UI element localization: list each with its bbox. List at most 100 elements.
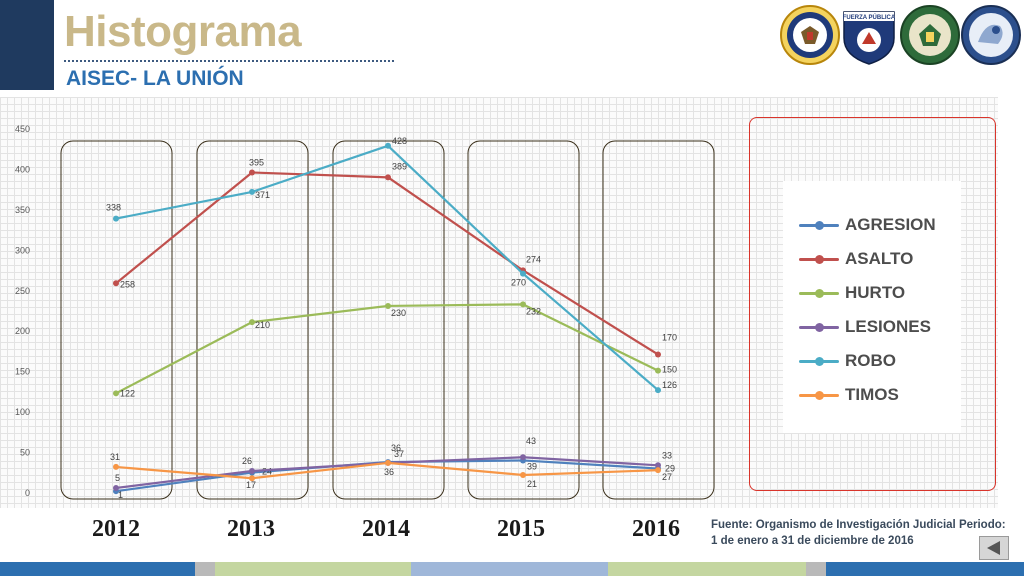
source-line-2: 1 de enero a 31 de diciembre de 2016	[711, 535, 914, 547]
footer-segment	[195, 562, 215, 576]
legend-marker	[815, 255, 824, 264]
y-tick-label: 150	[15, 367, 30, 377]
footer-segment	[826, 562, 1024, 576]
aisec-emblem-icon	[961, 5, 1021, 65]
data-point-robo	[249, 188, 255, 195]
data-point-timos	[249, 475, 255, 482]
data-point-lesiones	[655, 462, 661, 469]
data-point-hurto	[113, 390, 119, 397]
data-label-asalto: 389	[392, 161, 407, 171]
y-tick-label: 300	[15, 245, 30, 255]
back-button[interactable]	[979, 536, 1009, 560]
data-label-agresion: 29	[665, 464, 675, 474]
data-point-hurto	[385, 302, 391, 309]
data-label-robo: 126	[662, 380, 677, 390]
page-subtitle: AISEC- LA UNIÓN	[66, 67, 244, 90]
logo-text: FUERZA PÚBLICA	[843, 14, 896, 21]
year-label-2012: 2012	[92, 516, 140, 542]
data-label-agresion: 24	[262, 467, 272, 477]
legend-marker	[815, 289, 824, 298]
data-point-hurto	[520, 301, 526, 308]
header-accent-bar	[0, 0, 54, 90]
footer-segment	[0, 562, 195, 576]
legend-item-robo: ROBO	[783, 351, 961, 371]
data-label-hurto: 230	[391, 308, 406, 318]
data-label-agresion: 1	[118, 490, 123, 500]
year-label-2013: 2013	[227, 516, 275, 542]
legend-label: HURTO	[845, 283, 906, 302]
data-label-asalto: 395	[249, 157, 264, 167]
data-point-timos	[385, 459, 391, 466]
year-label-2015: 2015	[497, 516, 545, 542]
data-label-hurto: 150	[662, 365, 677, 375]
y-tick-label: 50	[20, 448, 30, 458]
legend-item-hurto: HURTO	[783, 283, 961, 303]
legend-item-timos: TIMOS	[783, 385, 961, 405]
data-point-lesiones	[520, 454, 526, 461]
legend-label: LESIONES	[845, 317, 931, 336]
data-label-lesiones: 5	[115, 473, 120, 483]
legend-item-agresion: AGRESION	[783, 215, 961, 235]
policia-nacional-emblem-icon	[900, 5, 960, 65]
data-label-agresion: 39	[527, 461, 537, 471]
data-point-asalto	[113, 280, 119, 287]
category-frame-2016	[602, 140, 715, 500]
data-label-asalto: 170	[662, 332, 677, 342]
data-label-asalto: 258	[120, 279, 135, 289]
data-point-hurto	[249, 319, 255, 326]
legend-marker	[815, 323, 824, 332]
data-point-timos	[113, 463, 119, 470]
y-tick-label: 250	[15, 286, 30, 296]
y-tick-label: 350	[15, 205, 30, 215]
legend-marker	[815, 357, 824, 366]
data-label-agresion: 37	[394, 449, 404, 459]
legend-marker	[815, 391, 824, 400]
data-point-lesiones	[113, 484, 119, 491]
legend-label: TIMOS	[845, 385, 899, 404]
data-label-hurto: 122	[120, 388, 135, 398]
data-label-lesiones: 26	[242, 456, 252, 466]
legend-marker	[815, 221, 824, 230]
category-frame-2013	[196, 140, 309, 500]
source-note: Fuente: Organismo de Investigación Judic…	[711, 517, 1011, 549]
data-label-timos: 21	[527, 479, 537, 489]
data-label-lesiones: 43	[526, 436, 536, 446]
data-label-asalto: 274	[526, 254, 541, 264]
y-tick-label: 100	[15, 407, 30, 417]
data-label-timos: 31	[110, 452, 120, 462]
footer-segment	[411, 562, 608, 576]
data-label-robo: 371	[255, 190, 270, 200]
data-label-hurto: 232	[526, 306, 541, 316]
legend-label: ASALTO	[845, 249, 914, 268]
category-frame-2012	[60, 140, 173, 500]
data-label-lesiones: 33	[662, 450, 672, 460]
data-label-timos: 36	[384, 467, 394, 477]
legend-item-lesiones: LESIONES	[783, 317, 961, 337]
footer-segment	[215, 562, 411, 576]
year-label-2016: 2016	[632, 516, 680, 542]
data-point-robo	[655, 387, 661, 394]
footer-segment	[608, 562, 806, 576]
data-label-timos: 27	[662, 472, 672, 482]
data-label-lesiones: 36	[391, 443, 401, 453]
data-point-asalto	[655, 351, 661, 358]
data-point-asalto	[385, 174, 391, 181]
y-tick-label: 0	[25, 488, 30, 498]
category-frame-2014	[332, 140, 445, 500]
legend-label: AGRESION	[845, 215, 936, 234]
data-label-robo: 428	[392, 136, 407, 146]
data-label-hurto: 210	[255, 320, 270, 330]
data-label-timos: 17	[246, 480, 256, 490]
data-label-robo: 270	[511, 278, 526, 288]
us-embassy-seal-icon	[780, 5, 840, 65]
source-line-1: Fuente: Organismo de Investigación Judic…	[711, 519, 1006, 531]
y-tick-label: 400	[15, 164, 30, 174]
fuerza-publica-shield-icon: FUERZA PÚBLICA	[843, 11, 896, 65]
data-point-lesiones	[249, 467, 255, 474]
footer-segment	[806, 562, 826, 576]
data-label-robo: 338	[106, 203, 121, 213]
data-point-robo	[520, 270, 526, 277]
data-point-robo	[113, 215, 119, 222]
data-point-timos	[655, 467, 661, 474]
chart-legend: AGRESION ASALTO HURTO LESIONES ROBO TIMO…	[783, 181, 961, 433]
